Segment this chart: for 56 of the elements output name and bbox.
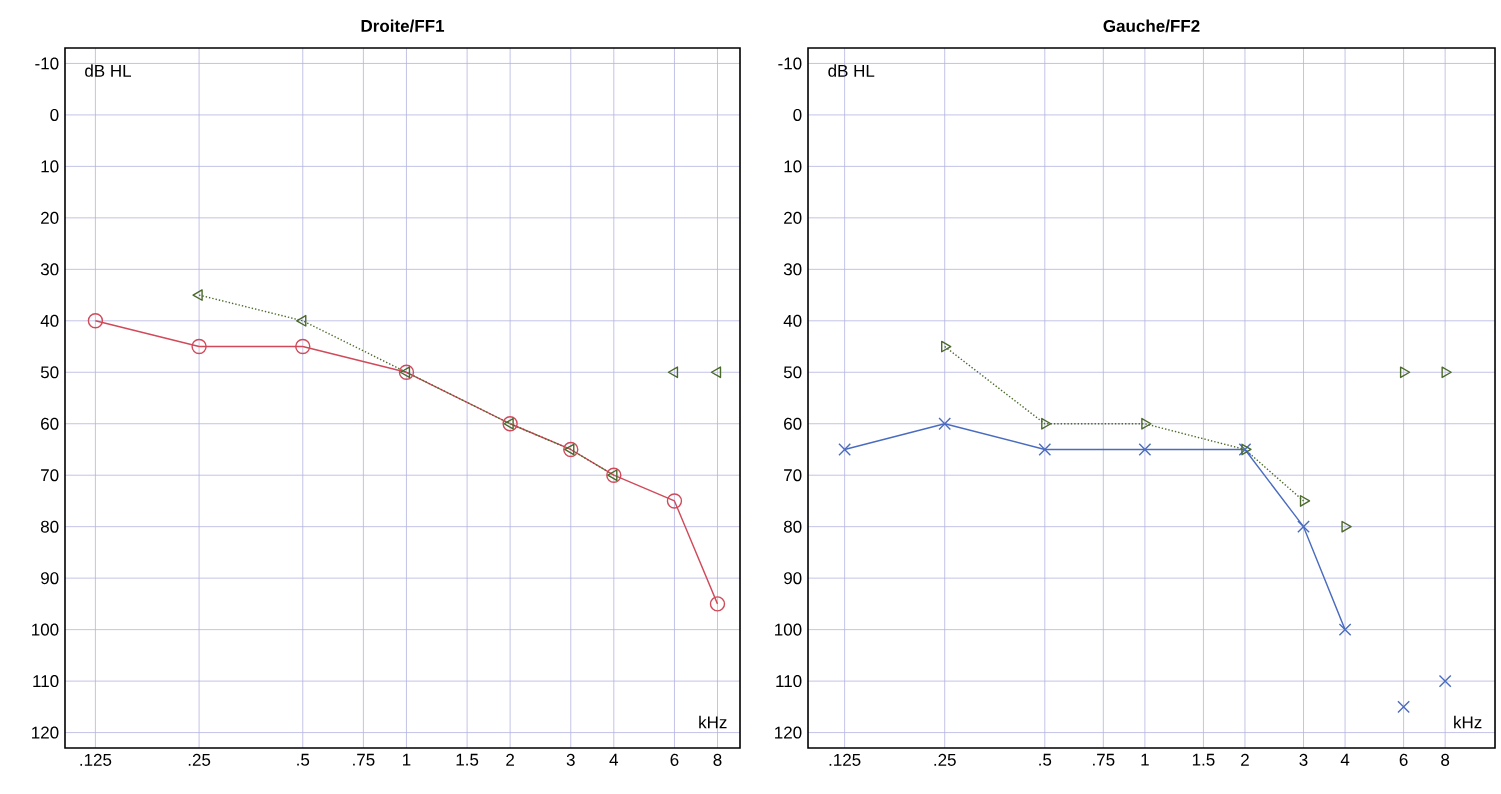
y-tick-label: 70 <box>41 469 59 482</box>
y-tick-label: 100 <box>32 623 59 636</box>
y-tick-label: 10 <box>41 160 59 173</box>
y-tick-label: 20 <box>784 211 802 224</box>
x-axis-title: kHz <box>699 715 727 729</box>
x-tick-label: 1.5 <box>456 753 479 766</box>
x-tick-label: 1 <box>1141 753 1149 766</box>
y-tick-label: 90 <box>41 572 59 585</box>
x-tick-label: 3 <box>566 753 575 766</box>
y-tick-label: 80 <box>783 520 802 533</box>
y-tick-label: 50 <box>783 366 802 379</box>
x-tick-label: .125 <box>80 753 112 766</box>
x-tick-label: .75 <box>353 753 375 766</box>
y-tick-label: 0 <box>50 108 59 121</box>
x-tick-label: 2 <box>506 753 514 766</box>
x-tick-label: .25 <box>934 753 956 766</box>
y-tick-label: 10 <box>784 160 802 173</box>
y-tick-label: 100 <box>775 623 802 636</box>
x-tick-label: 3 <box>1299 753 1308 766</box>
x-tick-label: 8 <box>1441 753 1450 766</box>
y-tick-label: 60 <box>784 417 802 430</box>
x-tick-label: .75 <box>1093 753 1115 766</box>
y-tick-label: 50 <box>40 366 59 379</box>
y-tick-label: 40 <box>40 314 59 327</box>
chart-title: Droite/FF1 <box>361 19 445 33</box>
y-tick-label: 120 <box>775 726 802 739</box>
x-tick-label: .25 <box>188 753 211 766</box>
x-tick-label: .125 <box>829 753 861 766</box>
y-tick-label: 40 <box>783 314 802 327</box>
x-tick-label: 2 <box>1241 753 1249 766</box>
y-tick-label: 80 <box>40 520 59 533</box>
y-tick-label: 70 <box>784 469 802 482</box>
y-tick-label: 60 <box>41 417 59 430</box>
x-tick-label: .5 <box>297 753 310 766</box>
x-tick-label: 4 <box>1340 753 1350 766</box>
x-tick-label: 1.5 <box>1192 753 1215 766</box>
x-tick-label: 6 <box>1399 753 1408 766</box>
y-tick-label: 110 <box>776 675 802 688</box>
y-tick-label: 90 <box>784 572 802 585</box>
y-tick-label: -10 <box>35 57 59 70</box>
x-tick-label: 6 <box>670 753 679 766</box>
y-tick-label: 120 <box>32 726 59 739</box>
y-tick-label: 30 <box>40 263 59 276</box>
x-tick-label: .5 <box>1039 753 1052 766</box>
y-tick-label: 20 <box>41 211 59 224</box>
x-tick-label: 8 <box>713 753 722 766</box>
x-tick-label: 4 <box>609 753 619 766</box>
x-tick-label: 1 <box>403 753 411 766</box>
x-axis-title: kHz <box>1454 715 1482 729</box>
y-tick-label: 30 <box>783 263 802 276</box>
chart-title: Gauche/FF2 <box>1103 19 1200 33</box>
y-axis-title: dB HL <box>828 64 875 77</box>
y-axis-title: dB HL <box>85 64 132 77</box>
y-tick-label: 110 <box>33 675 59 688</box>
y-tick-label: 0 <box>793 108 802 121</box>
y-tick-label: -10 <box>778 57 802 70</box>
